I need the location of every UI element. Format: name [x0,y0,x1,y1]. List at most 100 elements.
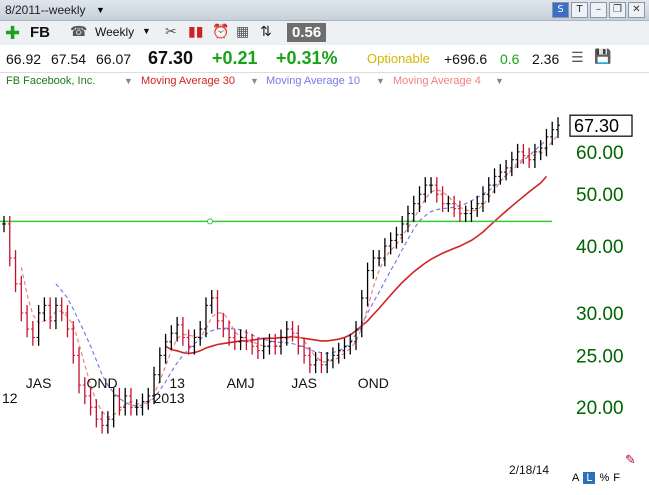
price-bar [509,151,514,177]
price-bar [330,347,335,369]
legend-ma30[interactable]: Moving Average 30 [141,75,235,87]
x-tick-label: OND [87,375,118,391]
x-year-label: 12 [2,390,18,406]
price-bar [405,205,410,233]
price-bar [42,297,47,322]
price-bar [180,316,185,346]
price-bar [319,352,324,374]
price-bar [498,164,503,185]
price-bar [550,121,555,146]
x-tick-label: 13 [169,375,185,391]
scale-button-pct[interactable]: % [599,472,610,484]
title-bar: 8/2011--weekly ▼ S T – ❐ ✕ [0,0,649,21]
price-bar [382,238,387,267]
trendline[interactable] [0,218,552,225]
price-bar [336,342,341,364]
price-bar [261,338,266,360]
price-bar [296,325,301,355]
legend-ma10[interactable]: Moving Average 10 [266,75,360,87]
ma4-line [20,134,559,419]
chevron-down-icon[interactable]: ▼ [124,76,133,86]
period-select[interactable]: Weekly [95,25,135,39]
bar-chart-icon[interactable]: ▮▮ [188,24,204,40]
price-bar [88,387,93,416]
scale-button-l[interactable]: L [583,472,596,484]
save-icon[interactable]: 💾 [594,49,612,65]
price-bar [273,333,278,355]
pencil-icon[interactable]: ✎ [625,453,636,468]
price-bar [163,333,168,364]
price-bar [111,387,116,428]
legend-symbol[interactable]: FB Facebook, Inc. [6,75,96,87]
tools-icon[interactable]: ✂ [165,24,177,40]
share-icon[interactable]: S [552,2,569,18]
low-value: 66.07 [96,51,132,67]
price-bar [521,143,526,165]
price-bar [394,226,399,249]
price-bar [227,321,232,346]
scale-button-f[interactable]: F [613,472,620,484]
trendline-handle [207,218,213,225]
price-tag-label: 67.30 [574,116,619,136]
price-bar [94,399,99,428]
change-value: +0.21 [212,48,258,68]
price-bar [290,321,295,342]
phone-icon[interactable]: ☎ [70,24,88,40]
price-bar [307,347,312,374]
price-bar [440,186,445,213]
x-year-label: 2013 [154,390,185,406]
price-bar [175,316,180,342]
scale-button-a[interactable]: A [572,472,580,484]
legend-ma4[interactable]: Moving Average 4 [393,75,481,87]
text-icon[interactable]: T [571,2,588,18]
price-bar [157,347,162,384]
price-bar [140,393,145,416]
price-bar [2,215,6,233]
price-bar [325,352,330,374]
price-chart[interactable]: 60.00 50.00 40.00 30.00 25.00 20.00 JAS OND 13 A… [0,90,649,465]
price-bar [429,177,434,194]
price-bar [354,321,359,351]
restore-icon[interactable]: ❐ [609,2,626,18]
price-bar [36,304,41,346]
price-bar [492,168,497,194]
price-bar [400,215,405,244]
chevron-down-icon[interactable]: ▼ [142,26,151,36]
price-bar [255,338,260,360]
price-bar [504,159,509,181]
score-badge: 0.56 [287,23,327,42]
window-buttons: S T – ❐ ✕ [552,2,645,18]
price-bar [232,329,237,351]
chevron-down-icon[interactable]: ▼ [376,76,385,86]
price-bar [198,321,203,346]
symbol-label[interactable]: FB [30,24,50,41]
price-bar [377,250,382,267]
chevron-down-icon[interactable]: ▼ [250,76,259,86]
calendar-grid-icon[interactable]: ▦ [236,24,250,40]
price-bar [556,117,560,138]
price-bar [77,347,82,394]
database-icon[interactable]: ☰ [571,50,584,66]
price-bar [146,387,151,410]
price-bar [105,411,110,434]
price-bar [279,329,283,355]
price-bar [446,195,451,213]
price-bar [532,143,537,169]
close-icon[interactable]: ✕ [628,2,645,18]
price-bar [480,186,485,213]
footer-date: 2/18/14 [509,463,550,477]
price-bar [203,297,208,338]
price-bar [515,143,520,169]
stat-2: 0.6 [500,51,520,67]
y-axis-ticks: 60.00 50.00 40.00 30.00 25.00 20.00 [576,143,624,419]
price-bar [244,329,249,351]
alarm-icon[interactable]: ⏰ [212,24,230,40]
title-dropdown-icon[interactable]: ▼ [96,5,105,15]
price-bar [100,411,105,434]
price-bar [48,297,53,330]
sort-icon[interactable]: ⇅ [260,24,272,40]
minimize-icon[interactable]: – [590,2,607,18]
chevron-down-icon[interactable]: ▼ [495,76,504,86]
y-tick-label: 40.00 [576,237,624,258]
add-symbol-icon[interactable]: ✚ [5,23,21,44]
